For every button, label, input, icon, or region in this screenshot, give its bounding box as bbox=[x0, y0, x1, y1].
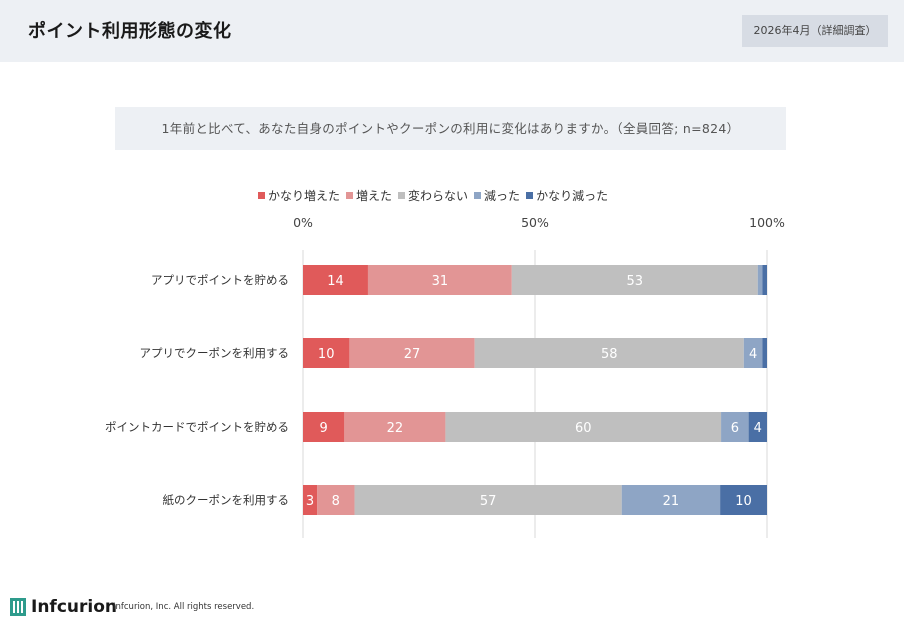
data-label: 9 bbox=[320, 421, 328, 436]
bar-segment bbox=[721, 412, 749, 442]
bar-segment bbox=[474, 338, 744, 368]
data-label: 10 bbox=[318, 347, 335, 362]
data-label: 58 bbox=[601, 347, 618, 362]
bar-segment bbox=[762, 338, 767, 368]
data-label: 4 bbox=[749, 347, 757, 362]
bar-segment bbox=[303, 485, 318, 515]
legend-label: かなり増えた bbox=[268, 188, 341, 203]
legend-item: かなり減った bbox=[526, 187, 608, 204]
logo-text: Infcurion bbox=[31, 597, 117, 617]
question-box: 1年前と比べて、あなた自身のポイントやクーポンの利用に変化はありますか。（全員回… bbox=[115, 107, 786, 150]
data-label: 53 bbox=[626, 274, 643, 289]
bar-segment bbox=[367, 265, 512, 295]
data-label: 8 bbox=[332, 494, 340, 509]
legend-swatch bbox=[346, 191, 354, 199]
category-label: アプリでポイントを貯める bbox=[151, 273, 289, 287]
bar-segment bbox=[511, 265, 758, 295]
legend-label: かなり減った bbox=[536, 188, 609, 203]
data-label: 27 bbox=[404, 347, 421, 362]
data-label: 10 bbox=[735, 494, 752, 509]
category-label: アプリでクーポンを利用する bbox=[140, 346, 290, 360]
chart-legend: かなり増えた 増えた 変わらない 減った かなり減った bbox=[258, 186, 614, 204]
legend-swatch bbox=[398, 191, 406, 199]
bar-segment bbox=[303, 338, 350, 368]
bar-segment bbox=[762, 265, 767, 295]
legend-label: 減った bbox=[484, 188, 521, 203]
bar-segment bbox=[757, 265, 763, 295]
legend-label: 増えた bbox=[356, 188, 393, 203]
data-label: 57 bbox=[480, 494, 497, 509]
logo-mark-icon bbox=[10, 598, 26, 616]
date-badge: 2026年4月（詳細調査） bbox=[742, 15, 888, 47]
data-label: 60 bbox=[575, 421, 592, 436]
bar-segment bbox=[317, 485, 355, 515]
legend-item: かなり増えた bbox=[258, 187, 340, 204]
page-title: ポイント利用形態の変化 bbox=[28, 21, 232, 42]
data-label: 3 bbox=[306, 494, 314, 509]
data-label: 31 bbox=[432, 274, 449, 289]
data-label: 14 bbox=[327, 274, 344, 289]
company-logo: Infcurion bbox=[10, 597, 117, 617]
bar-segment bbox=[303, 265, 368, 295]
legend-swatch bbox=[526, 191, 534, 199]
legend-item: 変わらない bbox=[398, 187, 468, 204]
bar-segment bbox=[621, 485, 721, 515]
bar-segment bbox=[344, 412, 446, 442]
data-label: 6 bbox=[731, 421, 739, 436]
bar-segment bbox=[445, 412, 722, 442]
x-tick-label: 0% bbox=[293, 215, 313, 230]
data-label: 21 bbox=[663, 494, 680, 509]
bar-segment bbox=[349, 338, 475, 368]
bar-segment bbox=[743, 338, 763, 368]
category-label: ポイントカードでポイントを貯める bbox=[105, 420, 289, 434]
x-tick-label: 100% bbox=[749, 215, 785, 230]
legend-label: 変わらない bbox=[408, 188, 469, 203]
bar-segment bbox=[748, 412, 767, 442]
legend-item: 減った bbox=[474, 187, 520, 204]
bar-segment bbox=[720, 485, 767, 515]
category-label: 紙のクーポンを利用する bbox=[163, 493, 290, 507]
x-tick-label: 50% bbox=[521, 215, 549, 230]
legend-swatch bbox=[474, 191, 482, 199]
header-bar: ポイント利用形態の変化 2026年4月（詳細調査） bbox=[0, 0, 904, 62]
bar-segment bbox=[303, 412, 345, 442]
data-label: 4 bbox=[754, 421, 762, 436]
bar-segment bbox=[354, 485, 622, 515]
legend-swatch bbox=[258, 191, 265, 199]
copyright-text: Infcurion, Inc. All rights reserved. bbox=[113, 602, 255, 612]
legend-item: 増えた bbox=[346, 187, 392, 204]
data-label: 22 bbox=[387, 421, 404, 436]
